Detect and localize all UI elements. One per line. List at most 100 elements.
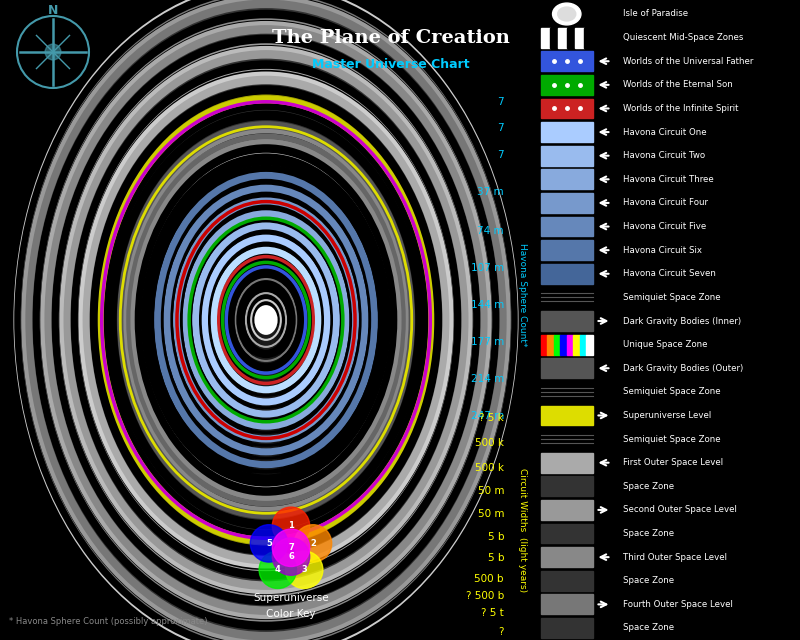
Bar	[266, 325, 267, 640]
Text: Havona Circuit Seven: Havona Circuit Seven	[623, 269, 716, 278]
Text: 37 m: 37 m	[478, 187, 504, 197]
Text: 107 m: 107 m	[471, 263, 504, 273]
Text: ? 5 t: ? 5 t	[482, 608, 504, 618]
Text: Semiquiet Space Zone: Semiquiet Space Zone	[623, 435, 721, 444]
Bar	[573, 335, 580, 355]
Circle shape	[250, 525, 288, 562]
Bar	[541, 287, 593, 307]
Text: Worlds of the Eternal Son: Worlds of the Eternal Son	[623, 81, 733, 90]
Text: Second Outer Space Level: Second Outer Space Level	[623, 506, 737, 515]
Bar	[566, 335, 573, 355]
Bar	[541, 335, 547, 355]
Bar	[541, 618, 593, 638]
Bar	[541, 170, 593, 189]
Bar	[547, 335, 554, 355]
Bar	[541, 75, 593, 95]
Text: 214 m: 214 m	[470, 374, 504, 384]
Bar	[264, 325, 268, 640]
Text: 7: 7	[498, 123, 504, 133]
Text: Havona Circuit Two: Havona Circuit Two	[623, 151, 706, 160]
Bar	[541, 216, 593, 236]
Text: Space Zone: Space Zone	[623, 482, 674, 491]
Text: Quiescent Mid-Space Zones: Quiescent Mid-Space Zones	[623, 33, 744, 42]
Text: Color Key: Color Key	[266, 609, 316, 619]
Text: 7: 7	[498, 97, 504, 107]
Bar	[541, 311, 593, 331]
Text: Dark Gravity Bodies (Inner): Dark Gravity Bodies (Inner)	[623, 317, 742, 326]
Text: Worlds of the Universal Father: Worlds of the Universal Father	[623, 57, 754, 66]
Text: 50 m: 50 m	[478, 509, 504, 519]
Text: Third Outer Space Level: Third Outer Space Level	[623, 553, 727, 562]
Bar	[541, 595, 593, 614]
Bar	[255, 325, 277, 640]
Bar	[541, 524, 593, 543]
Text: Havona Circuit One: Havona Circuit One	[623, 127, 707, 136]
Text: Semiquiet Space Zone: Semiquiet Space Zone	[623, 387, 721, 396]
Bar	[259, 325, 273, 640]
Text: 177 m: 177 m	[470, 337, 504, 347]
Text: N: N	[48, 3, 58, 17]
Text: Havona Circuit Four: Havona Circuit Four	[623, 198, 708, 207]
Circle shape	[259, 551, 297, 589]
Text: Dark Gravity Bodies (Outer): Dark Gravity Bodies (Outer)	[623, 364, 743, 372]
Circle shape	[294, 525, 332, 562]
Bar	[541, 99, 593, 118]
Bar	[558, 28, 566, 47]
Ellipse shape	[553, 3, 581, 25]
Bar	[254, 325, 278, 640]
Text: 144 m: 144 m	[470, 300, 504, 310]
Bar	[541, 28, 550, 47]
Text: 1: 1	[288, 522, 294, 531]
Text: ? 5 k: ? 5 k	[479, 413, 504, 423]
Circle shape	[272, 529, 310, 566]
Bar	[541, 571, 593, 591]
Bar	[253, 325, 278, 640]
Text: Master Universe Chart: Master Universe Chart	[312, 58, 470, 72]
Text: * Havona Sphere Count (possibly approximate): * Havona Sphere Count (possibly approxim…	[9, 618, 207, 627]
Text: Isle of Paradise: Isle of Paradise	[623, 10, 689, 19]
Text: Space Zone: Space Zone	[623, 576, 674, 585]
Bar	[541, 358, 593, 378]
Text: First Outer Space Level: First Outer Space Level	[623, 458, 723, 467]
Bar	[586, 335, 593, 355]
Text: 5 b: 5 b	[487, 532, 504, 542]
Bar	[541, 51, 593, 71]
Text: Worlds of the Infinite Spirit: Worlds of the Infinite Spirit	[623, 104, 739, 113]
Text: 5: 5	[266, 539, 272, 548]
Text: 4: 4	[275, 565, 281, 574]
Text: Havona Sphere Count*: Havona Sphere Count*	[518, 243, 526, 347]
Bar	[541, 429, 593, 449]
Bar	[258, 325, 274, 640]
Text: 247 m: 247 m	[470, 411, 504, 421]
Circle shape	[286, 551, 323, 589]
Bar	[262, 325, 270, 640]
Bar	[554, 335, 560, 355]
Text: Semiquiet Space Zone: Semiquiet Space Zone	[623, 293, 721, 302]
Bar	[262, 325, 269, 640]
Bar	[541, 500, 593, 520]
Text: 6: 6	[288, 552, 294, 561]
Text: ?: ?	[498, 627, 504, 637]
Ellipse shape	[558, 7, 576, 21]
Bar	[541, 476, 593, 496]
Bar	[541, 382, 593, 402]
Bar	[541, 547, 593, 567]
Circle shape	[45, 44, 61, 60]
Text: 3: 3	[302, 565, 307, 574]
Text: 50 m: 50 m	[478, 486, 504, 496]
Text: 500 b: 500 b	[474, 574, 504, 584]
Bar	[260, 325, 271, 640]
Text: Superuniverse: Superuniverse	[253, 593, 329, 604]
Bar	[560, 335, 566, 355]
Circle shape	[272, 538, 310, 575]
Text: Space Zone: Space Zone	[623, 623, 674, 632]
Bar	[584, 28, 593, 47]
Text: Fourth Outer Space Level: Fourth Outer Space Level	[623, 600, 733, 609]
Text: 5 b: 5 b	[487, 553, 504, 563]
Bar	[550, 28, 558, 47]
Text: ? 500 b: ? 500 b	[466, 591, 504, 601]
Text: 2: 2	[310, 539, 316, 548]
Text: Havona Circuit Three: Havona Circuit Three	[623, 175, 714, 184]
Text: Superuniverse Level: Superuniverse Level	[623, 411, 711, 420]
Bar	[541, 264, 593, 284]
